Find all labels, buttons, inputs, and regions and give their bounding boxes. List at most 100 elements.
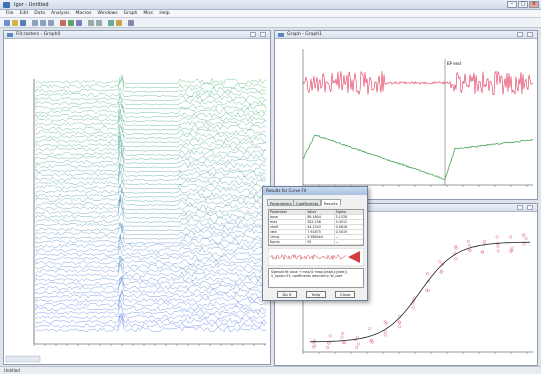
raster-trace bbox=[35, 87, 267, 97]
tab-parameters[interactable]: Parameters bbox=[267, 199, 295, 206]
spike-plot: EP end bbox=[302, 49, 534, 187]
open-icon[interactable] bbox=[12, 20, 18, 26]
table-cell: 55 bbox=[306, 240, 335, 244]
zoom-icon[interactable] bbox=[108, 20, 114, 26]
raster-trace bbox=[35, 133, 267, 139]
minimize-button[interactable]: – bbox=[507, 1, 517, 8]
menu-graph[interactable]: Graph bbox=[123, 11, 138, 16]
data-point bbox=[368, 327, 372, 331]
graph-icon[interactable] bbox=[60, 20, 66, 26]
window-title: Igor - Untitled bbox=[14, 2, 49, 8]
raster-trace bbox=[35, 104, 267, 114]
close-button[interactable]: × bbox=[529, 1, 539, 8]
window-minimize[interactable] bbox=[517, 205, 523, 210]
table-cell: — bbox=[335, 235, 339, 239]
close-dialog-button[interactable]: Close bbox=[335, 291, 355, 298]
do-it-button[interactable]: Do It bbox=[277, 291, 297, 298]
raster-trace bbox=[35, 198, 267, 207]
tab-results[interactable]: Results bbox=[321, 199, 341, 206]
raster-trace bbox=[35, 233, 267, 240]
data-point bbox=[495, 235, 499, 239]
raster-trace bbox=[35, 221, 267, 236]
raster-trace bbox=[35, 163, 267, 173]
data-point bbox=[466, 239, 470, 244]
window-close[interactable] bbox=[527, 32, 533, 37]
window-close[interactable] bbox=[260, 32, 266, 37]
potential-trace bbox=[302, 134, 534, 180]
data-point bbox=[510, 246, 514, 250]
tools-icon[interactable] bbox=[116, 20, 122, 26]
raster-trace bbox=[35, 109, 267, 123]
data-point bbox=[411, 299, 415, 303]
app-icon bbox=[3, 2, 10, 8]
window-minimize[interactable] bbox=[250, 32, 256, 37]
copy-icon[interactable] bbox=[40, 20, 46, 26]
event-marker-label: EP end bbox=[447, 61, 461, 66]
data-point bbox=[311, 345, 316, 349]
toolbar bbox=[0, 18, 541, 28]
table-cell: Npnts bbox=[269, 240, 307, 244]
data-point bbox=[425, 288, 429, 292]
tab-coefficients[interactable]: Coefficients bbox=[293, 199, 322, 206]
table-row[interactable]: Npnts 55— bbox=[269, 240, 363, 245]
raster-trace bbox=[35, 99, 267, 106]
menu-windows[interactable]: Windows bbox=[97, 11, 118, 16]
menu-analysis[interactable]: Analysis bbox=[51, 11, 70, 16]
layout-icon[interactable] bbox=[76, 20, 82, 26]
raster-trace bbox=[35, 276, 267, 291]
window-minimize[interactable] bbox=[517, 32, 523, 37]
data-point bbox=[341, 331, 345, 336]
raster-trace bbox=[35, 170, 267, 186]
table-icon[interactable] bbox=[68, 20, 74, 26]
graph-window-icon bbox=[7, 33, 13, 37]
data-point bbox=[454, 246, 458, 250]
residuals-trace bbox=[270, 253, 347, 261]
data-point bbox=[312, 339, 316, 343]
paste-icon[interactable] bbox=[48, 20, 54, 26]
table-row[interactable]: rate 7.91875 0.5019 bbox=[269, 230, 363, 235]
data-point bbox=[397, 320, 401, 324]
menu-macros[interactable]: Macros bbox=[75, 11, 92, 16]
raster-trace bbox=[35, 258, 267, 265]
help-button[interactable]: Help bbox=[306, 291, 326, 298]
data-point bbox=[355, 335, 359, 339]
spike-window-titlebar: Graph - Graph1 bbox=[275, 31, 537, 39]
window-close[interactable] bbox=[527, 205, 533, 210]
menu-edit[interactable]: Edit bbox=[19, 11, 29, 16]
cut-icon[interactable] bbox=[32, 20, 38, 26]
menu-misc[interactable]: Misc bbox=[143, 11, 154, 16]
column-header: Value bbox=[306, 210, 335, 214]
graph-scroll-tab[interactable] bbox=[5, 355, 41, 363]
raster-trace bbox=[35, 114, 267, 127]
raster-graph-window[interactable]: Fill:rasters - Graph0 bbox=[3, 30, 271, 365]
table-row[interactable]: max 302.256 5.4512 bbox=[269, 220, 363, 225]
new-icon[interactable] bbox=[4, 20, 10, 26]
raster-trace bbox=[35, 315, 267, 328]
raster-trace bbox=[35, 312, 267, 320]
raster-trace bbox=[35, 299, 267, 311]
spike-graph-window[interactable]: Graph - Graph1 EP end bbox=[274, 30, 538, 200]
maximize-button[interactable]: □ bbox=[518, 1, 528, 8]
data-point bbox=[383, 333, 388, 337]
save-icon[interactable] bbox=[20, 20, 26, 26]
undo-icon[interactable] bbox=[88, 20, 94, 26]
spike-window-title: Graph - Graph1 bbox=[287, 32, 322, 37]
menu-file[interactable]: File bbox=[6, 11, 14, 16]
table-row[interactable]: base 89.1604 5.1528 bbox=[269, 215, 363, 220]
raster-trace bbox=[35, 195, 267, 211]
redo-icon[interactable] bbox=[96, 20, 102, 26]
raster-trace bbox=[35, 184, 267, 194]
help-icon[interactable] bbox=[128, 20, 134, 26]
table-cell: 44.2343 bbox=[306, 225, 335, 229]
menu-data[interactable]: Data bbox=[34, 11, 45, 16]
status-text: Untitled bbox=[4, 368, 20, 373]
curve-fit-results-dialog[interactable]: Results for Curve Fit Parameters Coeffic… bbox=[262, 186, 368, 301]
table-cell: max bbox=[269, 220, 307, 224]
data-point bbox=[312, 340, 316, 344]
data-point bbox=[411, 305, 415, 309]
column-header: Parameter bbox=[269, 210, 307, 214]
table-row[interactable]: xhalf 44.2343 0.5618 bbox=[269, 225, 363, 230]
raster-trace bbox=[35, 241, 267, 248]
menu-help[interactable]: Help bbox=[159, 11, 170, 16]
table-row[interactable]: Chisq 3.9894e4— bbox=[269, 235, 363, 240]
